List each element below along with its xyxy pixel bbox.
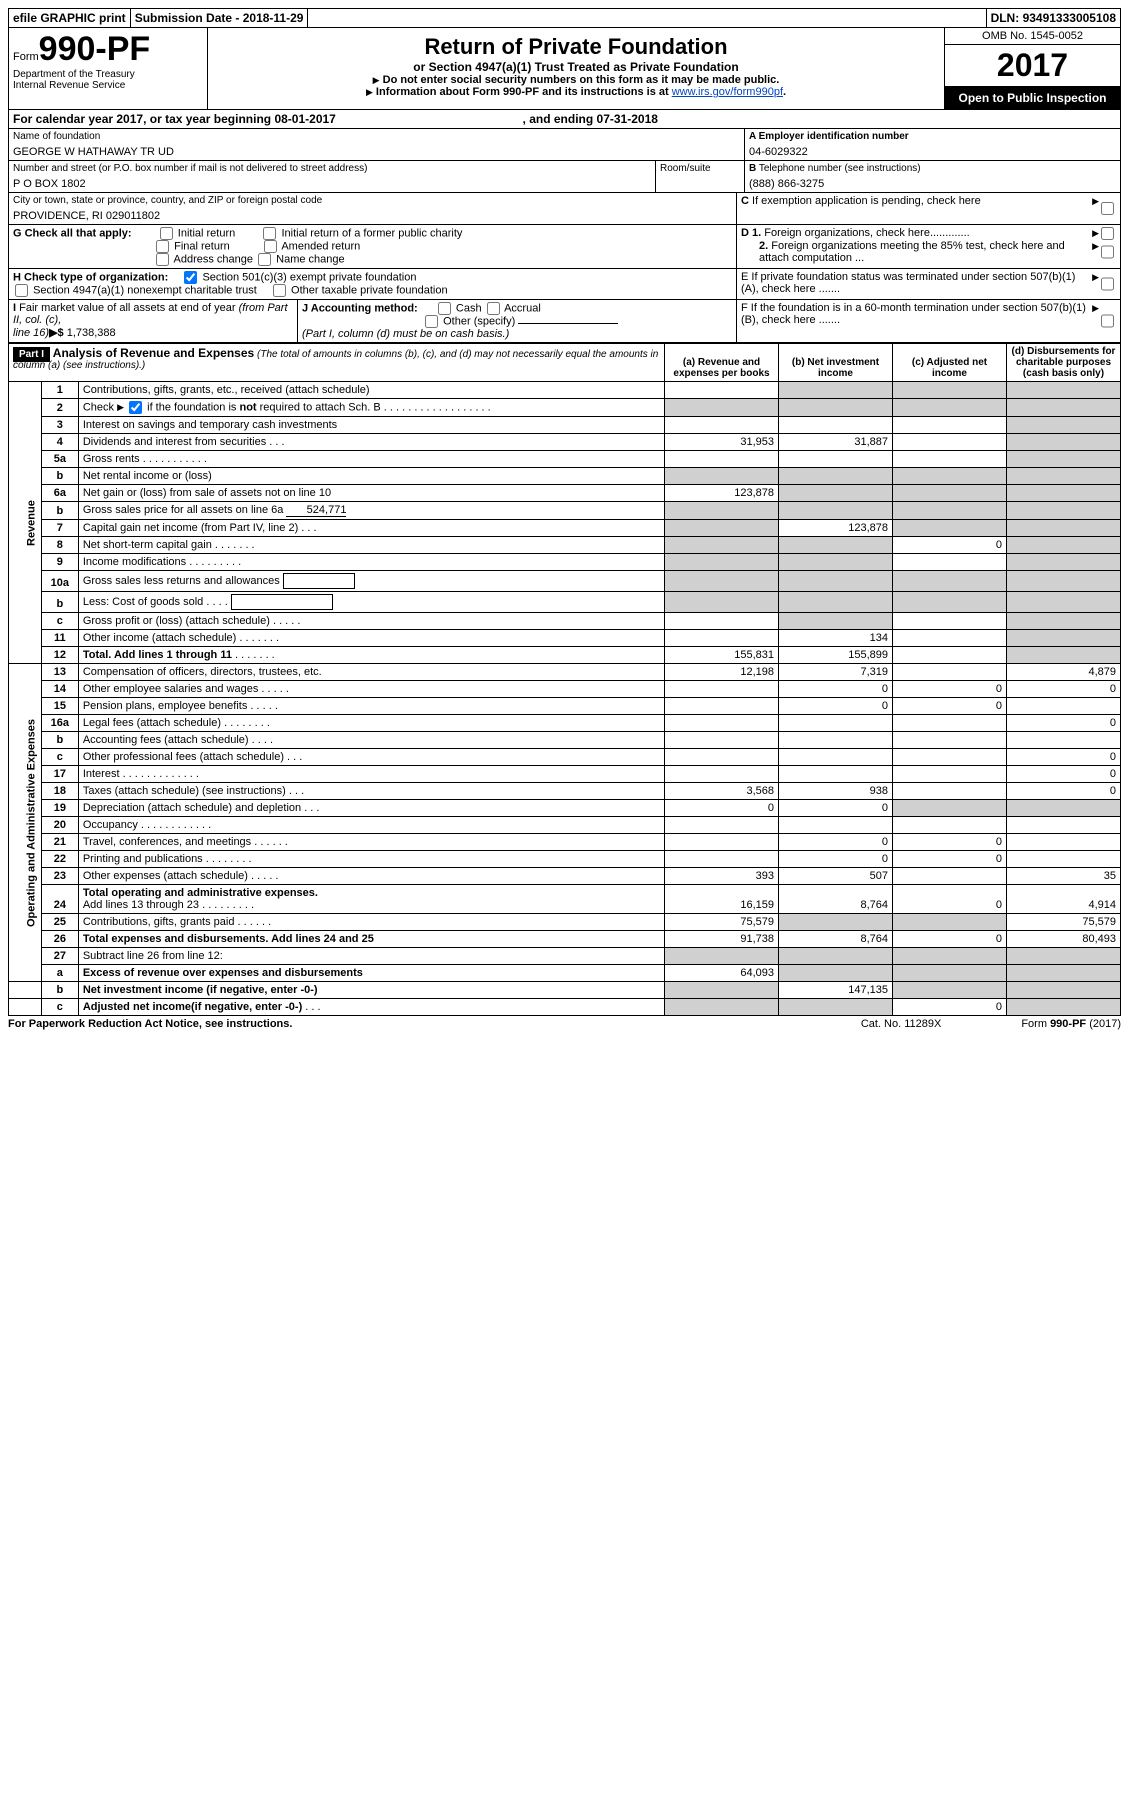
j-accrual-checkbox[interactable] bbox=[487, 302, 500, 315]
section-c: C If exemption application is pending, c… bbox=[737, 193, 1120, 224]
revenue-label: Revenue bbox=[9, 382, 42, 664]
phone: (888) 866-3275 bbox=[745, 176, 1120, 192]
ein: 04-6029322 bbox=[745, 144, 1120, 160]
c-checkbox[interactable] bbox=[1101, 195, 1114, 222]
top-bar: efile GRAPHIC print Submission Date - 20… bbox=[8, 8, 1121, 28]
entity-block: Name of foundation GEORGE W HATHAWAY TR … bbox=[8, 129, 1121, 161]
j-cash-checkbox[interactable] bbox=[438, 302, 451, 315]
fmv-value: 1,738,388 bbox=[67, 327, 116, 339]
d1-checkbox[interactable] bbox=[1101, 227, 1114, 240]
city-state-zip: PROVIDENCE, RI 029011802 bbox=[9, 208, 736, 224]
g-initial-return-checkbox[interactable] bbox=[160, 227, 173, 240]
g-name-change-checkbox[interactable] bbox=[258, 253, 271, 266]
dln: DLN: 93491333005108 bbox=[986, 9, 1120, 27]
form-id-block: Form990-PF Department of the Treasury In… bbox=[9, 28, 208, 109]
h-4947-checkbox[interactable] bbox=[15, 284, 28, 297]
h-other-taxable-checkbox[interactable] bbox=[273, 284, 286, 297]
section-j: J Accounting method: Cash Accrual Other … bbox=[298, 300, 737, 342]
col-d-header: (d) Disbursements for charitable purpose… bbox=[1007, 344, 1121, 382]
section-i: I Fair market value of all assets at end… bbox=[9, 300, 298, 342]
arrow-icon bbox=[1092, 271, 1099, 297]
g-amended-return-checkbox[interactable] bbox=[264, 240, 277, 253]
submission-date: Submission Date - 2018-11-29 bbox=[131, 9, 309, 27]
arrow-icon bbox=[1092, 227, 1099, 240]
address: P O BOX 1802 bbox=[9, 176, 655, 192]
form-number: 990-PF bbox=[39, 30, 151, 68]
analysis-table: Part I Analysis of Revenue and Expenses … bbox=[8, 343, 1121, 1016]
form-header: Form990-PF Department of the Treasury In… bbox=[8, 28, 1121, 110]
form-year-block: OMB No. 1545-0052 2017 Open to Public In… bbox=[945, 28, 1120, 109]
g-address-change-checkbox[interactable] bbox=[156, 253, 169, 266]
col-a-header: (a) Revenue and expenses per books bbox=[665, 344, 779, 382]
instructions-link[interactable]: www.irs.gov/form990pf bbox=[672, 86, 783, 98]
footer: For Paperwork Reduction Act Notice, see … bbox=[8, 1018, 1121, 1030]
efile-print: efile GRAPHIC print bbox=[9, 9, 131, 27]
section-h: H Check type of organization: Section 50… bbox=[9, 269, 737, 299]
section-f: F If the foundation is in a 60-month ter… bbox=[737, 300, 1120, 342]
arrow-icon bbox=[1092, 302, 1099, 340]
arrow-icon bbox=[366, 86, 373, 98]
col-c-header: (c) Adjusted net income bbox=[893, 344, 1007, 382]
col-b-header: (b) Net investment income bbox=[779, 344, 893, 382]
tax-year: 2017 bbox=[945, 45, 1120, 87]
section-d: D 1. Foreign organizations, check here..… bbox=[737, 225, 1120, 268]
section-e: E If private foundation status was termi… bbox=[737, 269, 1120, 299]
arrow-icon bbox=[1092, 195, 1099, 222]
foundation-name: GEORGE W HATHAWAY TR UD bbox=[9, 144, 744, 160]
g-initial-public-charity-checkbox[interactable] bbox=[263, 227, 276, 240]
form-title-block: Return of Private Foundation or Section … bbox=[208, 28, 945, 109]
e-checkbox[interactable] bbox=[1101, 271, 1114, 297]
g-final-return-checkbox[interactable] bbox=[156, 240, 169, 253]
tax-period: For calendar year 2017, or tax year begi… bbox=[8, 110, 1121, 129]
h-501c3-checkbox[interactable] bbox=[184, 271, 197, 284]
j-other-checkbox[interactable] bbox=[425, 315, 438, 328]
arrow-icon bbox=[373, 74, 380, 86]
form-title: Return of Private Foundation bbox=[214, 34, 938, 60]
section-g: G Check all that apply: Initial return I… bbox=[9, 225, 737, 268]
l2-checkbox[interactable] bbox=[129, 401, 142, 414]
expenses-label: Operating and Administrative Expenses bbox=[9, 664, 42, 982]
d2-checkbox[interactable] bbox=[1101, 240, 1114, 264]
arrow-icon bbox=[1092, 240, 1099, 264]
f-checkbox[interactable] bbox=[1101, 302, 1114, 340]
